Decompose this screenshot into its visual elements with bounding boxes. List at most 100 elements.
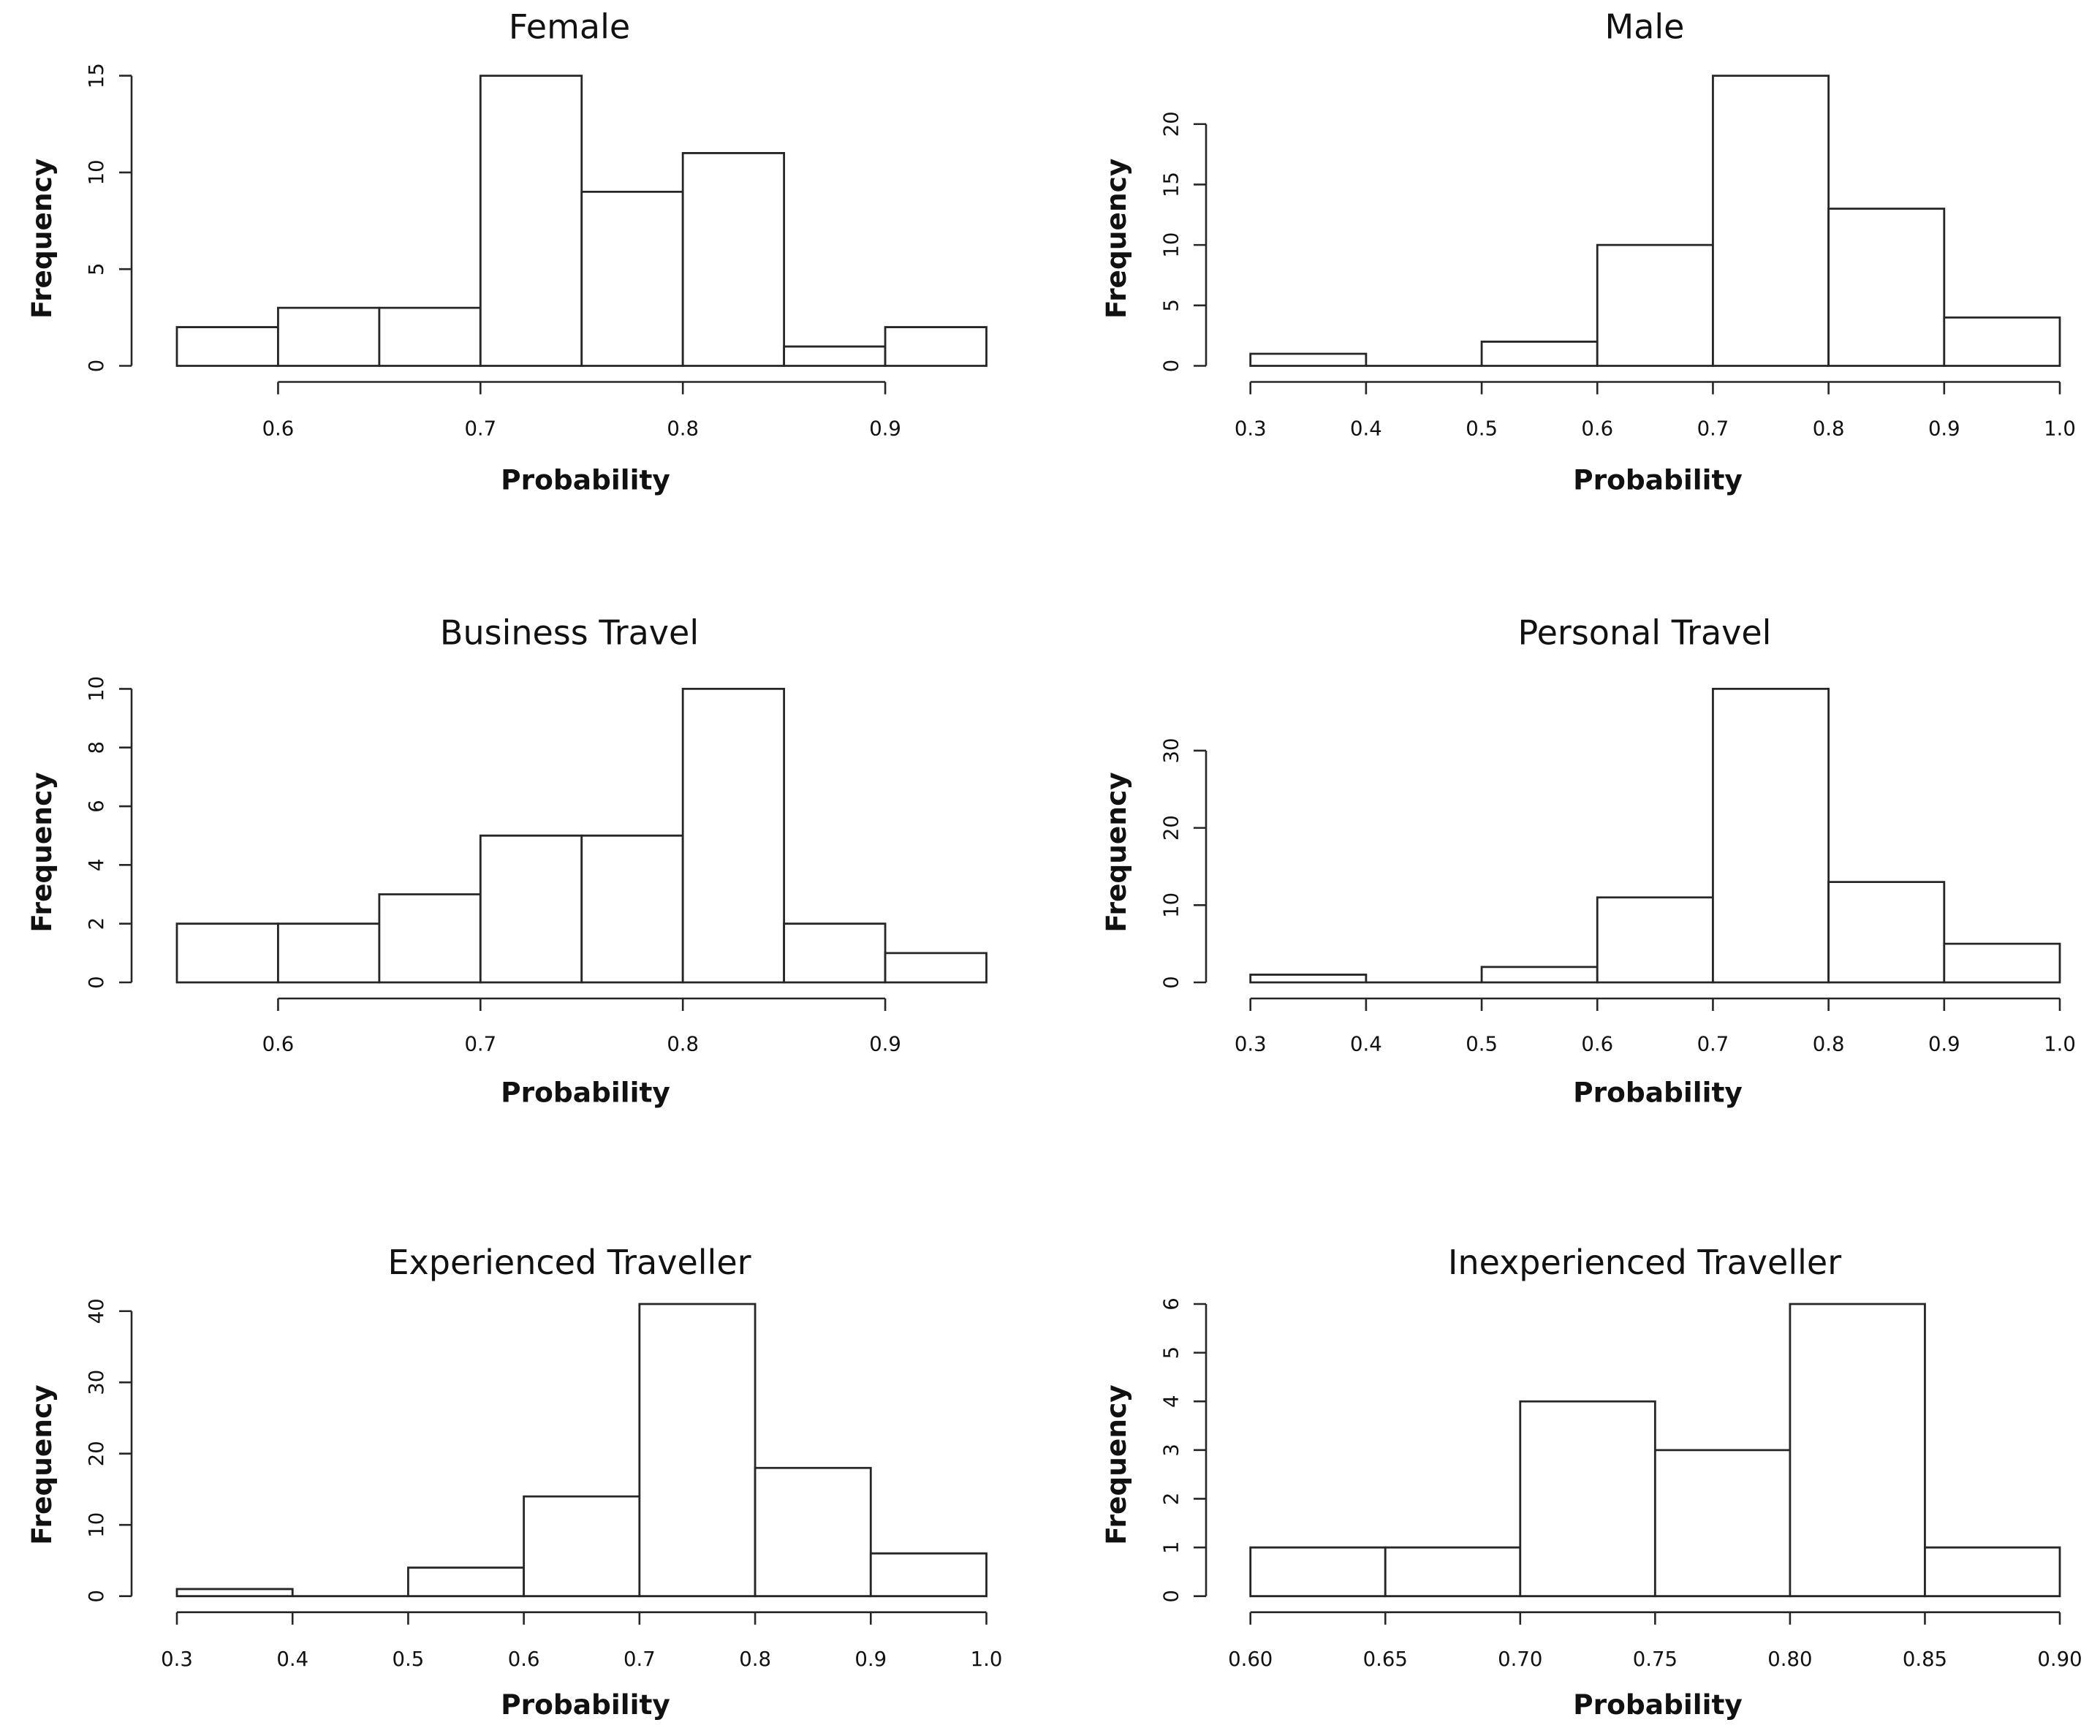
x-tick-label: 0.65 bbox=[1363, 1648, 1408, 1671]
x-axis: 0.3 0.4 0.5 0.6 0.7 0.8 0.9 1.0 bbox=[1235, 381, 2076, 441]
x-tick-label: 0.7 bbox=[1697, 1032, 1729, 1055]
histogram-bar bbox=[523, 1495, 641, 1598]
histogram-bars bbox=[175, 75, 988, 367]
histogram-bar bbox=[1596, 896, 1714, 984]
x-tick-label: 0.9 bbox=[869, 1032, 901, 1055]
y-axis: 0 5 10 15 bbox=[85, 63, 133, 373]
histogram-bar bbox=[1519, 1400, 1656, 1598]
x-axis-label: Probability bbox=[501, 463, 670, 496]
y-tick-label: 0 bbox=[85, 360, 108, 373]
y-tick-label: 1 bbox=[1160, 1541, 1183, 1554]
y-tick-label: 0 bbox=[1160, 976, 1183, 989]
histogram-bar bbox=[175, 326, 279, 367]
histogram-bar bbox=[1924, 1546, 2061, 1598]
y-tick-label: 2 bbox=[85, 917, 108, 930]
x-tick-label: 0.5 bbox=[1466, 417, 1498, 441]
y-axis-label: Frequency bbox=[1100, 772, 1132, 933]
histogram-bar bbox=[638, 1303, 757, 1598]
x-tick-label: 0.8 bbox=[667, 1032, 699, 1055]
histogram-bar bbox=[1827, 208, 1946, 367]
x-axis: 0.6 0.7 0.8 0.9 bbox=[262, 997, 901, 1055]
x-tick-label: 0.6 bbox=[508, 1648, 540, 1671]
y-axis: 0 5 10 15 20 bbox=[1160, 111, 1208, 373]
personal-travel-histogram: 0.3 0.4 0.5 0.6 0.7 0.8 0.9 1.0 0 10 20 30 Personal … bbox=[1100, 613, 2076, 1108]
histogram-bar bbox=[479, 834, 583, 984]
x-tick-label: 0.8 bbox=[739, 1648, 771, 1671]
x-tick-label: 0.4 bbox=[276, 1648, 308, 1671]
y-tick-label: 2 bbox=[1160, 1493, 1183, 1506]
x-tick-label: 0.3 bbox=[1235, 1032, 1267, 1055]
histogram-bar bbox=[1712, 75, 1830, 367]
y-tick-label: 5 bbox=[85, 262, 108, 276]
histogram-bar bbox=[1827, 881, 1946, 984]
histogram-bar bbox=[754, 1466, 872, 1598]
y-axis: 0 10 20 30 bbox=[1160, 738, 1208, 989]
y-tick-label: 5 bbox=[1160, 1346, 1183, 1360]
x-tick-label: 1.0 bbox=[2044, 417, 2076, 441]
x-tick-label: 0.85 bbox=[1903, 1648, 1947, 1671]
x-tick-label: 0.6 bbox=[262, 417, 295, 441]
histogram-bars bbox=[175, 688, 988, 984]
histogram-bar bbox=[884, 326, 988, 367]
x-axis-label: Probability bbox=[1573, 1076, 1743, 1108]
histogram-bar bbox=[277, 922, 381, 984]
histogram-bar bbox=[175, 1588, 294, 1598]
histogram-bar bbox=[580, 834, 684, 984]
x-tick-label: 0.5 bbox=[393, 1648, 425, 1671]
x-tick-label: 0.6 bbox=[262, 1032, 295, 1055]
x-tick-label: 1.0 bbox=[2044, 1032, 2076, 1055]
histogram-bar bbox=[1384, 1546, 1522, 1598]
y-axis: 0 1 2 3 4 5 6 bbox=[1160, 1297, 1208, 1602]
chart-title: Inexperienced Traveller bbox=[1448, 1243, 1841, 1282]
histogram-bar bbox=[1480, 966, 1599, 984]
histogram-bar bbox=[681, 152, 786, 367]
histogram-bar bbox=[1653, 1449, 1792, 1598]
y-tick-label: 20 bbox=[85, 1441, 108, 1466]
business-travel-histogram: 0.6 0.7 0.8 0.9 0 2 4 6 8 10 Business Travel Probab… bbox=[26, 613, 988, 1108]
x-axis-label: Probability bbox=[501, 1688, 670, 1721]
x-tick-label: 0.8 bbox=[1813, 417, 1845, 441]
x-tick-label: 0.9 bbox=[1928, 417, 1960, 441]
y-tick-label: 40 bbox=[85, 1298, 108, 1324]
y-tick-label: 15 bbox=[85, 63, 108, 88]
y-tick-label: 0 bbox=[85, 976, 108, 989]
histogram-bar bbox=[1249, 352, 1368, 367]
x-axis: 0.6 0.7 0.8 0.9 bbox=[262, 381, 901, 441]
histogram-bar bbox=[378, 893, 482, 984]
histogram-bar bbox=[407, 1566, 526, 1598]
y-tick-label: 30 bbox=[1160, 738, 1183, 763]
y-tick-label: 4 bbox=[1160, 1395, 1183, 1408]
x-tick-label: 1.0 bbox=[971, 1648, 1003, 1671]
x-tick-label: 0.7 bbox=[623, 1648, 656, 1671]
x-tick-label: 0.7 bbox=[1697, 417, 1729, 441]
y-axis-label: Frequency bbox=[1100, 1384, 1132, 1545]
x-axis-label: Probability bbox=[501, 1076, 670, 1108]
y-axis-label: Frequency bbox=[26, 1384, 58, 1545]
histogram-bar bbox=[1249, 974, 1368, 984]
x-axis: 0.60 0.65 0.70 0.75 0.80 0.85 0.90 bbox=[1228, 1611, 2082, 1671]
x-tick-label: 0.4 bbox=[1350, 1032, 1382, 1055]
x-axis-label: Probability bbox=[1573, 463, 1743, 496]
histogram-bar bbox=[479, 75, 583, 367]
y-axis: 0 10 20 30 40 bbox=[85, 1298, 133, 1602]
x-tick-label: 0.9 bbox=[854, 1648, 887, 1671]
x-axis: 0.3 0.4 0.5 0.6 0.7 0.8 0.9 1.0 bbox=[1235, 997, 2076, 1055]
y-tick-label: 10 bbox=[1160, 892, 1183, 918]
y-tick-label: 10 bbox=[85, 676, 108, 702]
y-tick-label: 10 bbox=[85, 159, 108, 185]
y-tick-label: 10 bbox=[1160, 232, 1183, 258]
y-axis: 0 2 4 6 8 10 bbox=[85, 676, 133, 989]
histogram-bar bbox=[1943, 316, 2061, 367]
x-tick-label: 0.6 bbox=[1581, 417, 1613, 441]
chart-title: Female bbox=[509, 7, 630, 47]
x-tick-label: 0.5 bbox=[1466, 1032, 1498, 1055]
y-tick-label: 0 bbox=[1160, 360, 1183, 373]
x-tick-label: 0.7 bbox=[464, 1032, 496, 1055]
histogram-bar bbox=[1249, 1546, 1387, 1598]
x-tick-label: 0.60 bbox=[1228, 1648, 1273, 1671]
histogram-bar bbox=[1712, 688, 1830, 984]
x-tick-label: 0.4 bbox=[1350, 417, 1382, 441]
histogram-bar bbox=[175, 922, 279, 984]
y-tick-label: 6 bbox=[1160, 1297, 1183, 1311]
